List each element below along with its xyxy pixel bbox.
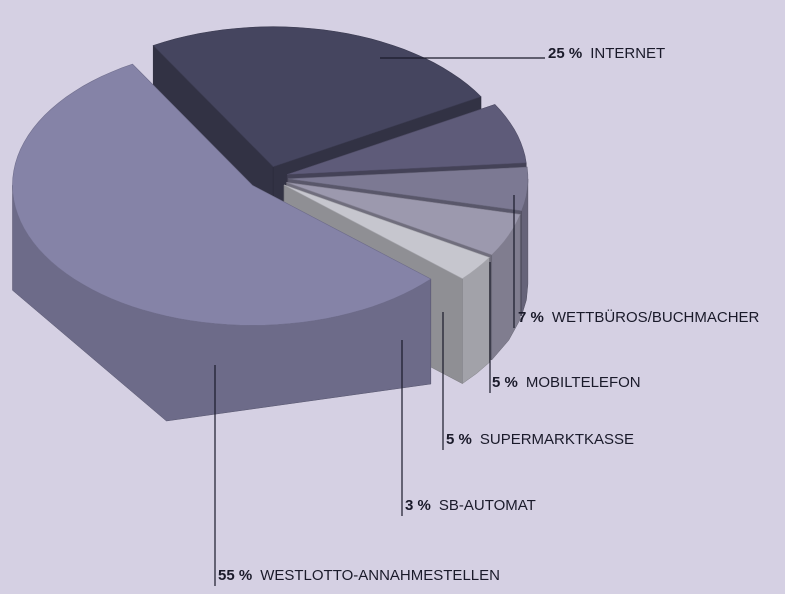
slice-label: 25 % INTERNET xyxy=(548,45,665,62)
category-label: WESTLOTTO-ANNAHMESTELLEN xyxy=(260,567,500,584)
slice-top xyxy=(286,104,527,175)
slice-wall xyxy=(462,256,490,385)
value-label: 55 % xyxy=(218,567,252,584)
category-label: SUPERMARKTKASSE xyxy=(480,431,634,448)
value-label: 5 % xyxy=(492,374,518,391)
slice-label: 55 % WESTLOTTO-ANNAHMESTELLEN xyxy=(218,567,500,584)
slice-label: 5 % MOBILTELEFON xyxy=(492,374,641,391)
slice-label: 7 % WETTBÜROS/BUCHMACHER xyxy=(518,308,760,326)
slice-top xyxy=(287,166,529,212)
category-label: SB-AUTOMAT xyxy=(439,497,536,514)
category-label: WETTBÜROS/BUCHMACHER xyxy=(552,308,760,326)
slice-label: 3 % SB-AUTOMAT xyxy=(405,497,536,514)
value-label: 5 % xyxy=(446,431,472,448)
slice-top xyxy=(152,26,482,168)
slice-label: 5 % SUPERMARKTKASSE xyxy=(446,431,634,448)
slice-top xyxy=(283,184,490,279)
value-label: 3 % xyxy=(405,497,431,514)
value-label: 25 % xyxy=(548,45,582,62)
category-label: MOBILTELEFON xyxy=(526,374,641,391)
slice-top xyxy=(12,63,432,326)
slice-top xyxy=(286,182,521,256)
category-label: INTERNET xyxy=(590,45,665,62)
value-label: 7 % xyxy=(518,309,544,326)
